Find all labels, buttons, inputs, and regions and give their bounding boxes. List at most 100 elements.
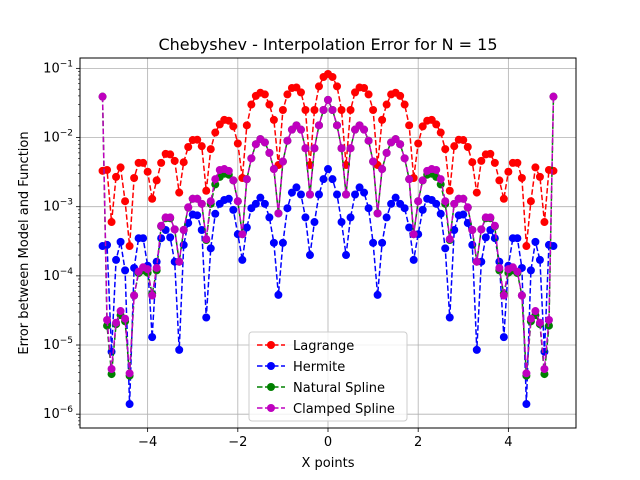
data-point-hermite	[531, 237, 540, 246]
data-point-hermite	[310, 218, 319, 227]
data-point-lagrange	[418, 122, 427, 131]
data-point-lagrange	[432, 120, 441, 129]
data-point-clamped-spline	[148, 291, 157, 300]
data-point-lagrange	[310, 106, 319, 115]
data-point-clamped-spline	[436, 175, 445, 184]
data-point-lagrange	[143, 167, 152, 176]
series-layer	[98, 69, 558, 409]
axes: −4 −2 0 2 4 10−6 10−5 10−4 10−3 10−2 10−1	[43, 59, 512, 450]
legend-marker-natural-spline	[267, 383, 275, 391]
data-point-clamped-spline	[486, 213, 495, 222]
data-point-clamped-spline	[274, 209, 283, 218]
data-point-clamped-spline	[531, 307, 540, 316]
data-point-lagrange	[333, 82, 342, 91]
data-point-clamped-spline	[310, 144, 319, 153]
data-point-hermite	[224, 194, 233, 203]
data-point-lagrange	[549, 166, 558, 175]
data-point-clamped-spline	[540, 364, 549, 373]
data-point-clamped-spline	[170, 225, 179, 234]
data-point-lagrange	[175, 188, 184, 197]
data-point-hermite	[103, 240, 112, 249]
data-point-lagrange	[193, 135, 202, 144]
x-tick-label: 0	[324, 435, 332, 450]
data-point-hermite	[418, 205, 427, 214]
data-point-clamped-spline	[463, 203, 472, 212]
data-point-lagrange	[396, 91, 405, 100]
data-point-hermite	[269, 238, 278, 247]
data-point-lagrange	[531, 163, 540, 172]
data-point-clamped-spline	[265, 148, 274, 157]
data-point-lagrange	[139, 158, 148, 167]
data-point-hermite	[400, 204, 409, 213]
data-point-lagrange	[540, 218, 549, 227]
data-point-clamped-spline	[152, 263, 161, 272]
y-tick-label: 10−5	[43, 336, 73, 353]
data-point-lagrange	[486, 149, 495, 158]
data-point-clamped-spline	[224, 166, 233, 175]
data-point-lagrange	[206, 145, 215, 154]
data-point-hermite	[364, 204, 373, 213]
data-point-clamped-spline	[319, 106, 328, 115]
data-point-clamped-spline	[535, 318, 544, 327]
legend-marker-clamped-spline	[267, 404, 275, 412]
data-point-clamped-spline	[477, 225, 486, 234]
data-point-hermite	[387, 199, 396, 208]
data-point-hermite	[121, 266, 130, 275]
data-point-hermite	[157, 234, 166, 243]
data-point-lagrange	[211, 128, 220, 137]
data-point-lagrange	[103, 165, 112, 174]
data-point-hermite	[369, 238, 378, 247]
data-point-lagrange	[242, 121, 251, 130]
data-point-hermite	[283, 204, 292, 213]
data-point-hermite	[333, 190, 342, 199]
y-tick-label: 10−6	[43, 405, 73, 422]
data-point-clamped-spline	[251, 140, 260, 149]
data-point-lagrange	[283, 90, 292, 99]
data-point-hermite	[535, 255, 544, 264]
data-point-hermite	[355, 183, 364, 192]
data-point-lagrange	[378, 115, 387, 124]
data-point-hermite	[314, 190, 323, 199]
x-tick-label: −2	[228, 435, 247, 450]
plot-frame	[79, 57, 577, 429]
data-point-clamped-spline	[517, 291, 526, 300]
x-tick-label: 2	[414, 435, 422, 450]
grid	[80, 58, 576, 428]
data-point-lagrange	[490, 158, 499, 167]
y-tick-label: 10−1	[43, 59, 73, 76]
data-point-lagrange	[360, 84, 369, 93]
legend-label-lagrange: Lagrange	[293, 339, 354, 354]
data-point-hermite	[549, 242, 558, 251]
data-point-clamped-spline	[233, 197, 242, 206]
data-point-hermite	[166, 233, 175, 242]
data-point-lagrange	[337, 106, 346, 115]
data-point-clamped-spline	[283, 136, 292, 145]
data-point-lagrange	[346, 106, 355, 115]
data-point-lagrange	[414, 139, 423, 148]
data-point-hermite	[346, 213, 355, 222]
data-point-clamped-spline	[522, 369, 531, 378]
data-point-lagrange	[125, 242, 134, 251]
data-point-clamped-spline	[121, 314, 130, 323]
data-point-clamped-spline	[314, 121, 323, 130]
data-point-hermite	[513, 234, 522, 243]
data-point-clamped-spline	[405, 175, 414, 184]
x-axis-label: X points	[302, 456, 355, 471]
data-point-hermite	[432, 199, 441, 208]
y-tick-label: 10−2	[43, 129, 73, 146]
data-point-hermite	[238, 255, 247, 264]
chart-title: Chebyshev - Interpolation Error for N = …	[158, 35, 497, 54]
data-point-lagrange	[314, 82, 323, 91]
data-point-clamped-spline	[206, 197, 215, 206]
data-point-lagrange	[170, 156, 179, 165]
data-point-lagrange	[184, 142, 193, 151]
data-point-hermite	[242, 223, 251, 232]
data-point-lagrange	[202, 186, 211, 195]
data-point-hermite	[441, 244, 450, 253]
data-point-lagrange	[269, 115, 278, 124]
data-point-hermite	[337, 218, 346, 227]
data-point-clamped-spline	[143, 265, 152, 274]
data-point-lagrange	[112, 172, 121, 181]
data-point-lagrange	[445, 186, 454, 195]
